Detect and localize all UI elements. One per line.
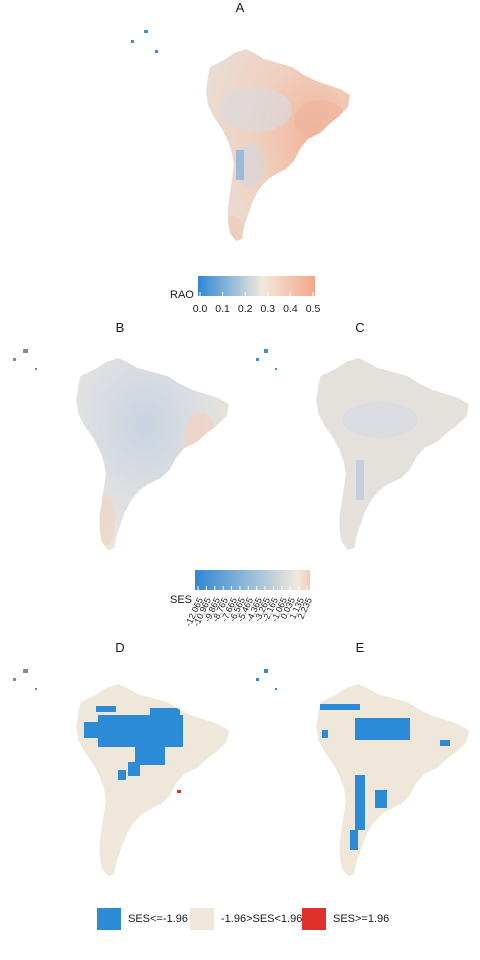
panel-d-island — [35, 688, 37, 690]
panel-c-map — [256, 349, 469, 550]
panel-c-island — [275, 368, 277, 370]
panel-e-low-ses-region — [350, 830, 358, 850]
ses-colorbar — [195, 570, 310, 590]
rao-tick-marks — [199, 292, 314, 296]
panel-e-low-ses-region — [320, 704, 360, 710]
panel-e-title: E — [355, 640, 365, 655]
panel-a-map — [131, 30, 350, 241]
panel-d-title: D — [115, 640, 125, 655]
panel-d-low-ses-region — [150, 708, 180, 720]
panel-a-island — [155, 50, 158, 53]
legend-label-mid: -1.96>SES<1.96 — [221, 913, 303, 925]
panel-a-island — [131, 40, 134, 43]
panel-d-island — [23, 669, 28, 673]
rao-tick-label: 0.0 — [192, 303, 208, 315]
panel-e-island — [264, 669, 268, 673]
panel-e-island — [275, 688, 277, 690]
legend-swatch-low — [97, 908, 121, 930]
panel-b-title: B — [115, 320, 125, 335]
rao-tick-label: 0.2 — [237, 303, 253, 315]
legend-label-low: SES<=-1.96 — [128, 913, 188, 925]
panel-e-low-ses-region — [355, 775, 365, 830]
rao-legend-title: RAO — [170, 289, 194, 301]
legend-label-high: SES>=1.96 — [333, 913, 390, 925]
panel-a-island — [144, 30, 148, 33]
panel-b-map — [13, 349, 229, 550]
rao-colorbar — [198, 276, 315, 296]
panel-e-island — [256, 678, 259, 681]
panel-d-map — [13, 669, 229, 876]
ses-tick-marks — [197, 586, 308, 590]
panel-e-low-ses-region — [375, 790, 387, 808]
legend-swatch-high — [302, 908, 326, 930]
panel-e-low-ses-region — [355, 718, 410, 740]
panel-e-low-ses-region — [440, 740, 450, 746]
rao-tick-label: 0.4 — [283, 303, 298, 315]
ses-legend-title: SES — [170, 594, 193, 606]
panel-a-mainland — [206, 49, 350, 241]
panel-d-low-ses-region — [84, 722, 104, 738]
rao-tick-label: 0.5 — [305, 303, 321, 315]
panel-e-map — [256, 669, 469, 876]
panel-b-island — [35, 368, 37, 370]
panel-d-low-ses-region — [128, 762, 140, 776]
panel-a-title: A — [235, 0, 245, 15]
panel-b-island — [23, 349, 28, 353]
panel-e-low-ses-region — [322, 730, 328, 738]
panel-b-island — [13, 358, 16, 361]
panel-e-mainland — [316, 684, 469, 876]
legend-swatch-mid — [190, 908, 214, 930]
panel-d-low-ses-region — [118, 770, 126, 780]
panel-d-island — [13, 678, 16, 681]
rao-tick-label: 0.1 — [215, 303, 230, 315]
panel-c-island — [256, 358, 259, 361]
panel-c-island — [264, 349, 268, 353]
panel-c-title: C — [355, 320, 365, 335]
panel-d-high-ses-cell — [177, 790, 181, 793]
panel-d-low-ses-region — [135, 745, 165, 765]
panel-c-mainland — [316, 358, 469, 550]
panel-b-mainland — [76, 358, 229, 550]
rao-tick-label: 0.3 — [260, 303, 276, 315]
panel-d-low-ses-region — [96, 706, 116, 712]
panel-d-low-ses-region — [98, 715, 183, 747]
